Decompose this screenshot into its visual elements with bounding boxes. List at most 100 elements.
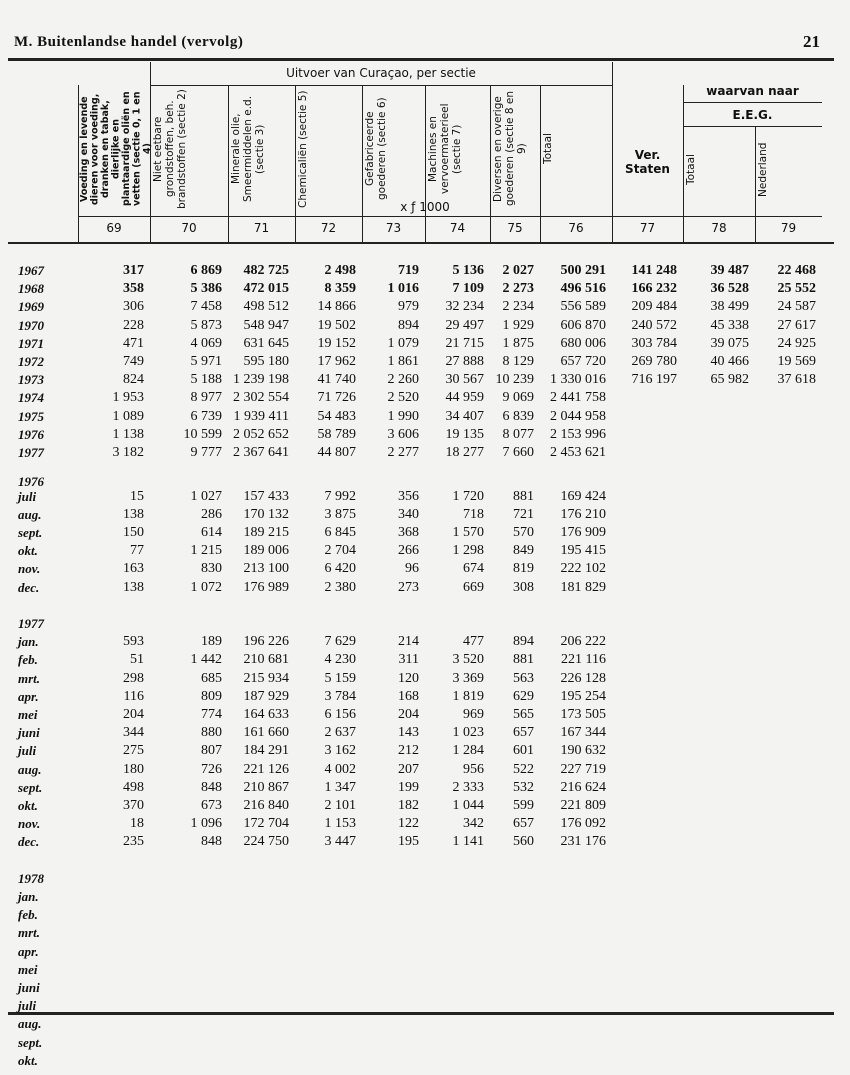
cell: 10 239	[495, 372, 535, 388]
cell: 2 302 554	[233, 390, 289, 406]
cell: 44 807	[317, 445, 357, 460]
cell: 2 052 652	[233, 426, 289, 442]
cell: 221 116	[561, 652, 606, 668]
cell: 172 704	[243, 816, 290, 832]
row-label: 1975	[18, 408, 44, 424]
cell: 819	[513, 561, 534, 577]
cell: 719	[398, 263, 419, 278]
cell: 227 719	[560, 761, 607, 777]
cell: 606 870	[560, 317, 607, 333]
cell: 956	[463, 761, 484, 777]
cell: 214	[398, 634, 419, 650]
cell: 7 992	[324, 488, 357, 504]
cell: 356	[398, 488, 419, 504]
cell: 173 505	[560, 707, 607, 723]
cell: 163	[123, 561, 144, 577]
column-number: 72	[320, 221, 337, 235]
cell: 774	[201, 707, 222, 723]
cell: 3 162	[324, 743, 357, 759]
row-label: mei	[18, 961, 38, 977]
cell: 189	[201, 634, 222, 650]
page-title: M. Buitenlandse handel (vervolg)	[14, 34, 244, 50]
cell: 269 780	[631, 354, 678, 369]
cell: 182	[398, 798, 419, 814]
column-header: Machines en vervoermaterieel (sectie 7)	[427, 103, 463, 195]
cell: 749	[123, 354, 144, 369]
cell: 2 453 621	[550, 445, 606, 460]
cell: 157 433	[243, 488, 290, 504]
row-label: 1968	[18, 281, 44, 297]
cell: 8 977	[190, 390, 223, 406]
row-label: okt.	[18, 543, 38, 559]
cell: 2 273	[502, 281, 535, 297]
cell: 1 330 016	[550, 372, 606, 388]
cell: 231 176	[560, 834, 607, 850]
column-number: 73	[385, 221, 402, 235]
row-label: dec.	[18, 579, 40, 595]
cell: 141 248	[631, 263, 678, 278]
cell: 181 829	[560, 579, 607, 595]
section-label: 1977	[18, 616, 44, 632]
rule	[362, 85, 363, 242]
cell: 204	[123, 707, 144, 723]
cell: 226 128	[560, 670, 607, 686]
cell: 30 567	[445, 372, 485, 388]
cell: 3 875	[324, 506, 357, 522]
cell: 7 660	[502, 445, 535, 460]
column-header: Diversen en overige goederen (sectie 8 e…	[492, 91, 528, 207]
cell: 500 291	[560, 263, 607, 278]
cell: 848	[201, 834, 222, 850]
cell: 4 002	[324, 761, 357, 777]
cell: 595 180	[243, 354, 290, 369]
cell: 2 637	[324, 725, 357, 741]
cell: 19 502	[317, 317, 357, 333]
section-label: 1976	[18, 474, 44, 490]
cell: 213 100	[243, 561, 290, 577]
cell: 1 953	[112, 390, 145, 406]
cell: 71 726	[317, 390, 357, 406]
cell: 848	[201, 779, 222, 795]
cell: 7 109	[452, 281, 485, 297]
cell: 286	[201, 506, 222, 522]
rule	[150, 85, 612, 86]
cell: 195 254	[560, 688, 607, 704]
row-label: sept.	[18, 779, 43, 795]
cell: 34 407	[445, 408, 485, 424]
cell: 560	[513, 834, 534, 850]
cell: 1 570	[452, 525, 485, 541]
cell: 21 715	[445, 335, 485, 351]
cell: 22 468	[777, 263, 817, 278]
cell: 15	[130, 488, 144, 504]
cell: 18	[130, 816, 144, 832]
rule	[295, 85, 296, 242]
row-label: 1967	[18, 263, 44, 278]
cell: 189 215	[243, 525, 290, 541]
cell: 235	[123, 834, 144, 850]
column-header: Chemicaliën (sectie 5)	[297, 90, 309, 208]
row-label: jan.	[18, 889, 39, 905]
cell: 2 101	[324, 798, 357, 814]
cell: 207	[398, 761, 419, 777]
cell: 340	[398, 506, 419, 522]
column-header: Totaal	[685, 154, 697, 186]
cell: 2 234	[502, 299, 535, 315]
cell: 8 129	[502, 354, 535, 369]
column-header: Niet eetbare grondstoffen, beh. brandsto…	[152, 89, 188, 209]
cell: 303 784	[631, 335, 678, 351]
cell: 40 466	[710, 354, 750, 369]
cell: 548 947	[243, 317, 290, 333]
cell: 3 447	[324, 834, 357, 850]
cell: 1 347	[324, 779, 357, 795]
column-header: Voeding en levende dieren voor voeding, …	[79, 91, 153, 207]
cell: 563	[513, 670, 534, 686]
cell: 1 929	[502, 317, 535, 333]
cell: 170 132	[243, 506, 290, 522]
cell: 184 291	[243, 743, 290, 759]
cell: 209 484	[631, 299, 678, 315]
cell: 894	[513, 634, 534, 650]
column-header: Minerale olie, Smeermiddelen e.d. (secti…	[230, 95, 266, 203]
cell: 25 552	[777, 281, 817, 297]
rule	[683, 102, 822, 103]
cell: 7 458	[190, 299, 223, 315]
rule	[78, 216, 822, 217]
